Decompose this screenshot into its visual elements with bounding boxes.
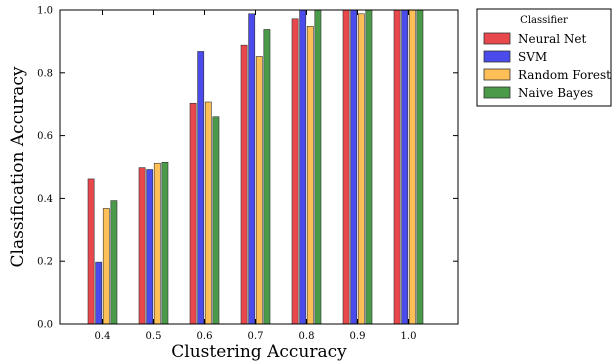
bar-svm-0.8 (299, 9, 307, 325)
bar-neural-net-0.6 (189, 102, 197, 325)
bar-naive-bayes-0.9 (365, 9, 373, 325)
y-axis-label: Classification Accuracy (8, 66, 28, 267)
bar-naive-bayes-0.6 (212, 116, 220, 325)
x-axis-label: Clustering Accuracy (171, 342, 347, 362)
bar-svm-0.9 (350, 9, 358, 325)
x-tick-label: 0.5 (146, 331, 162, 342)
bar-neural-net-1.0 (393, 9, 401, 325)
bar-naive-bayes-0.8 (314, 9, 322, 325)
bar-svm-0.4 (95, 261, 103, 325)
y-axis: 0.0 0.2 0.4 0.6 0.8 1.0 (37, 6, 458, 331)
bar-neural-net-0.4 (87, 178, 95, 325)
x-tick-label: 1.0 (401, 331, 417, 342)
bar-svm-1.0 (401, 9, 409, 325)
bar-random-forest-0.8 (306, 26, 314, 325)
bar-random-forest-0.4 (102, 208, 110, 325)
legend-swatch-naive-bayes (483, 86, 511, 99)
bar-random-forest-0.5 (153, 162, 161, 325)
x-axis: 0.4 0.5 0.6 0.7 0.8 0.9 1.0 (95, 10, 417, 342)
bar-neural-net-0.5 (138, 167, 146, 325)
plot-frame (59, 9, 459, 325)
y-tick-label: 0.4 (37, 194, 53, 205)
y-tick-label: 1.0 (37, 6, 53, 17)
x-tick-label: 0.4 (95, 331, 111, 342)
bar-random-forest-0.7 (255, 56, 263, 325)
bar-svm-0.6 (197, 51, 205, 325)
legend-title: Classifier (520, 15, 568, 26)
bar-naive-bayes-1.0 (416, 9, 424, 325)
y-tick-label: 0.2 (37, 257, 53, 268)
legend-swatch-random-forest (483, 68, 511, 81)
legend-items: Neural Net SVM Random Forest Naive Bayes (483, 32, 611, 100)
bar-svm-0.5 (146, 169, 154, 325)
legend-label-svm: SVM (518, 50, 547, 64)
legend-label-random-forest: Random Forest (518, 68, 611, 82)
legend-swatch-neural-net (483, 32, 511, 45)
bar-neural-net-0.7 (240, 44, 248, 325)
legend-label-naive-bayes: Naive Bayes (518, 86, 593, 100)
y-tick-label: 0.8 (37, 68, 53, 79)
bar-random-forest-0.6 (204, 101, 212, 325)
y-tick-label: 0.6 (37, 131, 53, 142)
x-tick-label: 0.8 (299, 331, 315, 342)
x-tick-label: 0.9 (350, 331, 366, 342)
bar-svm-0.7 (248, 13, 256, 325)
legend-swatch-svm (483, 50, 511, 63)
y-tick-label: 0.0 (37, 320, 53, 331)
legend-label-neural-net: Neural Net (518, 32, 586, 46)
bar-naive-bayes-0.7 (263, 29, 271, 325)
bar-random-forest-1.0 (408, 9, 416, 325)
bar-naive-bayes-0.4 (110, 200, 118, 325)
bar-neural-net-0.9 (342, 9, 350, 325)
bar-random-forest-0.9 (357, 13, 365, 325)
bar-neural-net-0.8 (291, 18, 299, 325)
legend: Classifier Neural Net SVM Random Forest Nai… (476, 8, 612, 107)
bar-naive-bayes-0.5 (161, 161, 169, 325)
bars-group (87, 9, 424, 325)
x-tick-label: 0.6 (197, 331, 213, 342)
x-tick-label: 0.7 (248, 331, 264, 342)
